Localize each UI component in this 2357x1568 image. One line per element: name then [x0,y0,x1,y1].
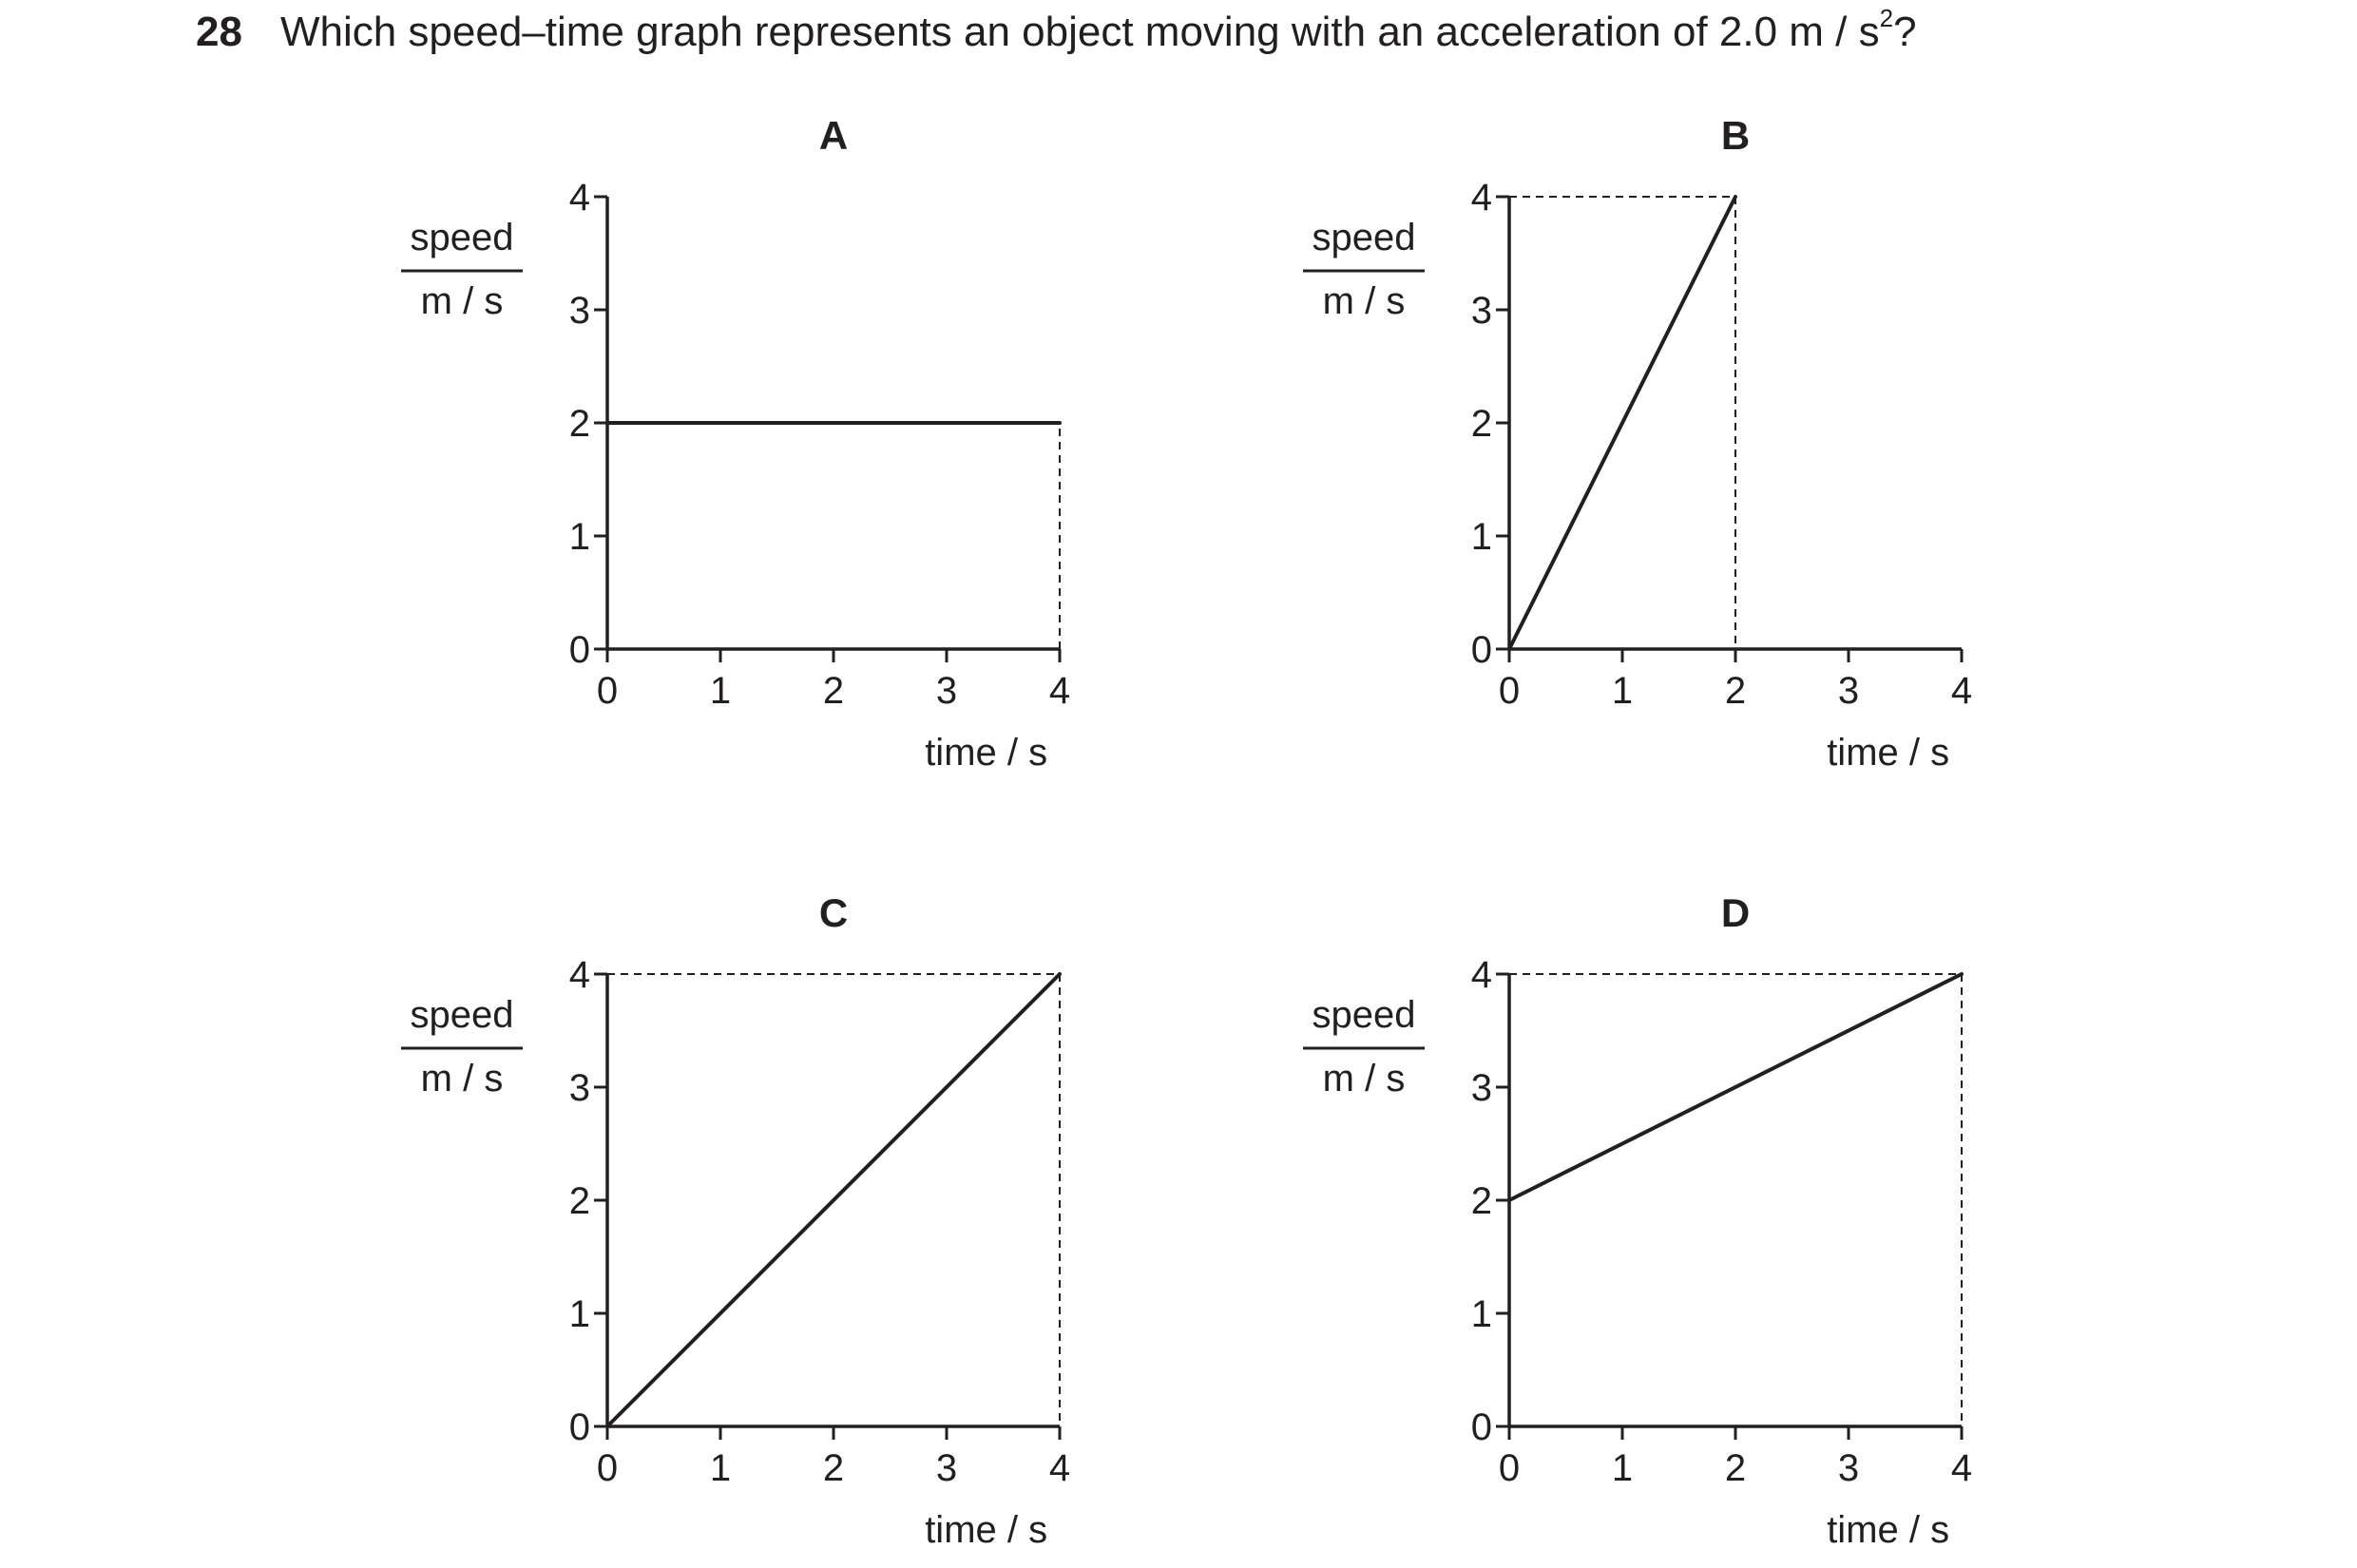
x-tick-label: 1 [1612,670,1633,712]
y-tick-label: 3 [1471,1067,1492,1109]
y-tick-label: 4 [1471,177,1492,219]
y-axis-label-numerator: speed [411,994,514,1036]
y-tick-label: 2 [1471,1180,1492,1222]
question-superscript: 2 [1879,4,1894,32]
x-axis-label: time / s [925,1509,1047,1551]
question-text-end: ? [1893,9,1917,55]
x-tick-label: 4 [1951,1447,1972,1489]
x-tick-label: 4 [1049,670,1070,712]
x-tick-label: 3 [936,1447,957,1489]
y-axis-label-denominator: m / s [1323,280,1406,322]
y-tick-label: 4 [569,177,590,219]
speed-line [1507,972,1964,1202]
y-tick-label: 3 [569,290,590,332]
x-tick-label: 4 [1951,670,1972,712]
y-tick-label: 1 [1471,516,1492,558]
question-text: Which speed–time graph represents an obj… [279,9,1880,55]
x-tick-label: 2 [1725,1447,1746,1489]
y-tick-label: 2 [1471,403,1492,445]
x-tick-label: 2 [823,670,844,712]
y-tick-label: 0 [569,1406,590,1448]
x-axis-label: time / s [925,732,1047,774]
y-tick-label: 4 [1471,954,1492,996]
y-axis-label-numerator: speed [411,217,514,258]
panel-title: C [819,890,848,935]
question: 28 Which speed–time graph represents an o… [196,4,1917,61]
y-axis-label-numerator: speed [1313,994,1416,1036]
y-tick-label: 2 [569,403,590,445]
x-tick-label: 4 [1049,1447,1070,1489]
speed-line [1507,195,1737,651]
y-axis-label-denominator: m / s [1323,1058,1406,1100]
x-axis-label: time / s [1827,1509,1949,1551]
x-tick-label: 3 [1838,1447,1859,1489]
y-tick-label: 1 [1471,1293,1492,1335]
x-tick-label: 2 [823,1447,844,1489]
x-tick-label: 1 [1612,1447,1633,1489]
x-tick-label: 2 [1725,670,1746,712]
y-tick-label: 3 [569,1067,590,1109]
y-axis-label-numerator: speed [1313,217,1416,258]
x-tick-label: 0 [597,670,618,712]
y-tick-label: 0 [1471,629,1492,671]
panel-title: A [819,113,848,158]
x-tick-label: 3 [936,670,957,712]
x-axis-label: time / s [1827,732,1949,774]
y-axis-label-denominator: m / s [421,1058,504,1100]
panel-title: B [1721,113,1750,158]
x-tick-label: 1 [710,1447,731,1489]
y-tick-label: 2 [569,1180,590,1222]
y-tick-label: 1 [569,516,590,558]
y-axis-label-denominator: m / s [421,280,504,322]
speed-line [605,972,1062,1428]
panel-title: D [1721,890,1750,935]
x-tick-label: 0 [597,1447,618,1489]
x-tick-label: 0 [1499,670,1520,712]
y-tick-label: 0 [569,629,590,671]
y-tick-label: 1 [569,1293,590,1335]
x-tick-label: 1 [710,670,731,712]
y-tick-label: 3 [1471,290,1492,332]
x-tick-label: 3 [1838,670,1859,712]
y-tick-label: 4 [569,954,590,996]
y-tick-label: 0 [1471,1406,1492,1448]
question-number: 28 [196,9,242,55]
x-tick-label: 0 [1499,1447,1520,1489]
